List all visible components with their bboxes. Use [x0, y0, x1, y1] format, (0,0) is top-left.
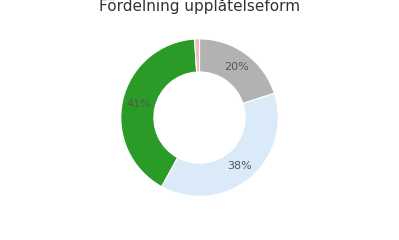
- Text: 38%: 38%: [227, 161, 251, 170]
- Wedge shape: [162, 93, 278, 196]
- Text: 20%: 20%: [224, 62, 249, 72]
- Title: Fördelning upplåtelseform: Fördelning upplåtelseform: [99, 0, 300, 14]
- Wedge shape: [195, 39, 200, 72]
- Text: 41%: 41%: [126, 99, 151, 109]
- Wedge shape: [121, 39, 197, 186]
- Wedge shape: [200, 39, 275, 103]
